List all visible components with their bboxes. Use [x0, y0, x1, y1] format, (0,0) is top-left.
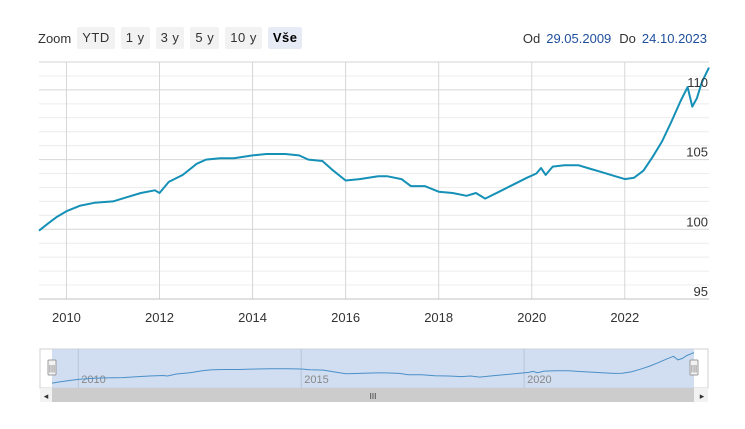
x-tick-label: 2020: [517, 310, 546, 325]
zoom-10y-button[interactable]: 10 y: [225, 27, 262, 49]
to-label: Do: [619, 30, 636, 46]
scrollbar-grip: III: [370, 392, 377, 401]
y-tick-label: 100: [686, 214, 708, 229]
zoom-all-button[interactable]: Vše: [267, 27, 303, 49]
navigator-mask: [52, 349, 694, 388]
y-tick-label: 95: [694, 284, 708, 299]
zoom-3y-button[interactable]: 3 y: [155, 27, 185, 49]
navigator-label: 2010: [81, 374, 105, 386]
zoom-5y-button[interactable]: 5 y: [190, 27, 220, 49]
x-axis: 2010 2012 2014 2016 2018 2020 2022: [52, 310, 639, 325]
x-tick-label: 2010: [52, 310, 81, 325]
navigator-series-line: [51, 352, 695, 384]
x-tick-label: 2018: [424, 310, 453, 325]
navigator-label: 2015: [304, 374, 328, 386]
handle-body[interactable]: [689, 359, 699, 376]
y-axis: 95 100 105 110: [686, 75, 708, 299]
scrollbar-right-arrow[interactable]: ▸: [700, 391, 705, 401]
x-tick-label: 2012: [145, 310, 174, 325]
x-tick-label: 2022: [610, 310, 639, 325]
grid: [39, 61, 709, 300]
zoom-label: Zoom: [38, 30, 72, 46]
y-tick-label: 105: [686, 145, 708, 160]
x-tick-label: 2014: [238, 310, 267, 325]
handle-body[interactable]: [47, 359, 57, 376]
scrollbar-left-arrow[interactable]: ◂: [44, 391, 49, 401]
from-label: Od: [522, 30, 541, 46]
navigator[interactable]: 2010 2015 2020 ||| |||: [39, 348, 709, 389]
handle-grip: |||: [49, 364, 55, 373]
navigator-left-handle[interactable]: |||: [47, 359, 57, 376]
series-line: [38, 67, 710, 232]
scrollbar[interactable]: III ◂ ▸: [40, 388, 708, 402]
y-tick-label: 110: [687, 75, 708, 90]
zoom-ytd-button[interactable]: YTD: [77, 27, 115, 49]
plot-area: [38, 67, 710, 232]
navigator-label: 2020: [527, 374, 551, 386]
navigator-right-handle[interactable]: |||: [689, 359, 699, 376]
range-selector: Zoom YTD 1 y 3 y 5 y 10 y Vše: [38, 27, 308, 49]
to-date-input[interactable]: 24.10.2023: [641, 30, 707, 46]
scrollbar-thumb[interactable]: [52, 388, 694, 402]
handle-grip: |||: [691, 364, 697, 373]
date-range: Od 29.05.2009 Do 24.10.2023: [515, 27, 707, 49]
zoom-1y-button[interactable]: 1 y: [120, 27, 150, 49]
x-tick-label: 2016: [331, 310, 360, 325]
from-date-input[interactable]: 29.05.2009: [546, 30, 612, 46]
